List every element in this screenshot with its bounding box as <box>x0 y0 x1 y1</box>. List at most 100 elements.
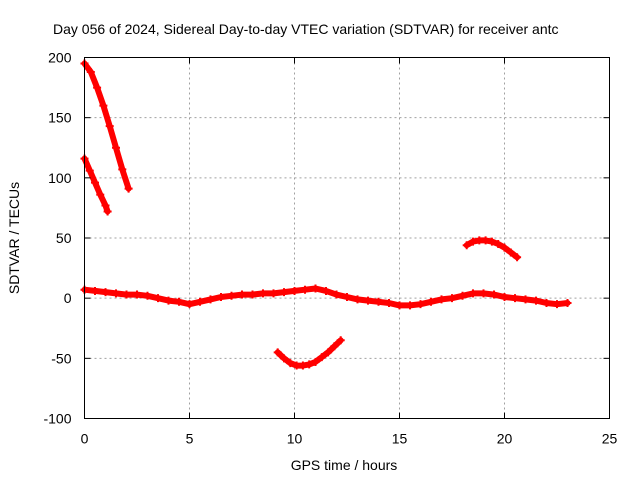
data-point <box>93 83 102 92</box>
data-point <box>227 291 236 300</box>
data-point <box>85 166 94 175</box>
data-point <box>305 360 314 369</box>
data-point <box>395 301 404 310</box>
data-point <box>353 295 362 304</box>
data-point <box>469 237 477 246</box>
data-series <box>80 59 572 370</box>
data-point <box>458 291 467 300</box>
data-point <box>91 178 99 187</box>
data-point <box>336 336 345 345</box>
x-tick-label: 25 <box>602 431 618 447</box>
data-point <box>385 298 393 307</box>
chart-title: Day 056 of 2024, Sidereal Day-to-day VTE… <box>53 21 559 37</box>
data-point <box>143 291 152 300</box>
data-point <box>374 297 383 306</box>
y-tick-labels: -100 -50 0 50 100 150 200 <box>43 50 71 427</box>
data-point <box>513 253 522 262</box>
data-point <box>490 290 498 299</box>
y-tick-label: -50 <box>51 350 71 366</box>
data-point <box>469 289 477 298</box>
data-point <box>112 289 120 298</box>
data-point <box>437 295 446 304</box>
series-segment-2 <box>81 155 111 215</box>
data-point <box>96 190 105 199</box>
x-tick-label: 10 <box>287 431 303 447</box>
data-point <box>86 67 95 76</box>
data-point <box>196 297 204 306</box>
data-point <box>487 237 496 246</box>
data-point <box>479 289 488 298</box>
data-point <box>217 292 225 301</box>
x-axis-label: GPS time / hours <box>291 457 398 473</box>
data-point <box>311 284 320 293</box>
data-point <box>301 285 309 294</box>
data-point <box>280 288 288 297</box>
data-point <box>154 294 162 303</box>
data-point <box>448 294 456 303</box>
data-point <box>99 101 108 110</box>
data-point <box>542 298 551 307</box>
y-tick-label: 50 <box>56 230 72 246</box>
data-point <box>500 243 509 252</box>
y-axis-label: SDTVAR / TECUs <box>6 182 22 294</box>
data-point <box>364 296 372 305</box>
x-tick-label: 20 <box>497 431 513 447</box>
data-point <box>332 290 341 299</box>
y-tick-label: 200 <box>48 50 72 66</box>
data-point <box>322 286 330 295</box>
data-point <box>259 289 267 298</box>
data-point <box>286 359 295 368</box>
data-point <box>563 298 572 307</box>
x-tick-label: 5 <box>186 431 194 447</box>
y-tick-label: 150 <box>48 110 72 126</box>
data-point <box>273 348 282 357</box>
data-point <box>506 248 515 257</box>
data-point <box>185 300 194 309</box>
data-point <box>105 122 114 131</box>
data-point <box>481 236 490 245</box>
data-point <box>521 295 530 304</box>
data-point <box>532 296 540 305</box>
data-point <box>164 296 173 305</box>
data-point <box>124 184 133 193</box>
data-point <box>427 297 435 306</box>
data-point <box>330 342 339 351</box>
data-point <box>101 288 110 297</box>
data-point <box>91 286 99 295</box>
grid-lines <box>84 57 610 419</box>
data-point <box>133 290 141 299</box>
data-point <box>553 300 561 309</box>
data-point <box>280 354 288 363</box>
data-point <box>238 290 246 299</box>
data-point <box>311 357 320 366</box>
data-point <box>324 348 333 357</box>
data-point <box>462 241 471 250</box>
data-point <box>416 300 425 309</box>
y-tick-label: -100 <box>43 411 71 427</box>
y-tick-label: 100 <box>48 170 72 186</box>
series-segment-1 <box>81 60 132 192</box>
data-point <box>298 361 307 370</box>
data-point <box>406 301 414 310</box>
data-point <box>101 201 110 210</box>
data-point <box>112 143 120 152</box>
data-point <box>269 289 278 298</box>
data-point <box>500 292 509 301</box>
data-point <box>290 286 299 295</box>
data-point <box>206 295 215 304</box>
data-point <box>103 207 112 216</box>
data-point <box>494 240 503 249</box>
data-point <box>122 290 131 299</box>
plot-frame <box>84 57 610 419</box>
data-point <box>118 165 127 174</box>
data-point <box>175 297 183 306</box>
x-tick-labels: 0 5 10 15 20 25 <box>81 431 618 447</box>
data-point <box>248 290 257 299</box>
x-tick-label: 0 <box>81 431 89 447</box>
data-point <box>343 292 351 301</box>
data-point <box>511 294 519 303</box>
y-tick-label: 0 <box>64 290 72 306</box>
data-point <box>317 353 326 362</box>
x-tick-label: 15 <box>392 431 408 447</box>
